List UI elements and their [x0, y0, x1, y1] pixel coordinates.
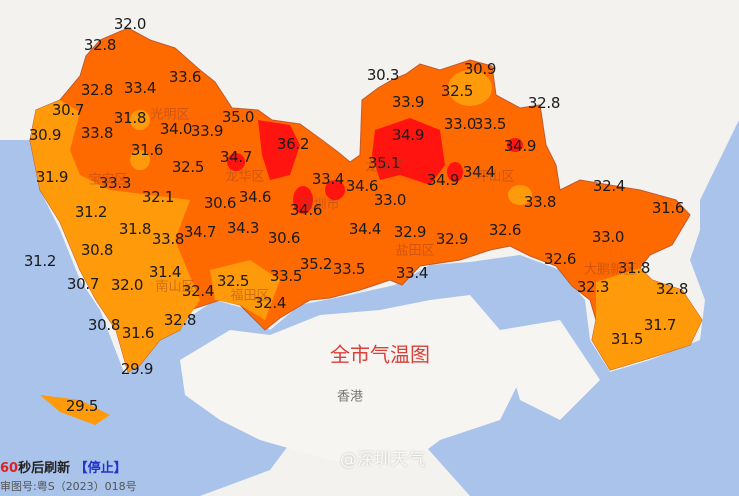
temperature-label: 31.8	[118, 220, 152, 238]
temperature-label: 32.6	[488, 221, 522, 239]
temperature-label: 32.5	[216, 272, 250, 290]
temperature-label: 29.9	[120, 360, 154, 378]
district-label: 盐田区	[395, 243, 435, 259]
temperature-label: 32.4	[253, 294, 287, 312]
refresh-text: 秒后刷新	[18, 461, 71, 476]
temperature-label: 33.3	[98, 174, 132, 192]
temperature-label: 33.4	[123, 79, 157, 97]
temperature-label: 35.2	[299, 255, 333, 273]
temperature-label: 33.6	[168, 68, 202, 86]
district-label: 深圳市	[300, 197, 340, 213]
temperature-label: 31.9	[35, 168, 69, 186]
temperature-label: 33.5	[269, 267, 303, 285]
district-label: 龙华区	[225, 169, 265, 185]
temperature-label: 30.9	[463, 60, 497, 78]
temperature-label: 34.7	[219, 148, 253, 166]
temperature-label: 33.0	[443, 115, 477, 133]
temperature-label: 32.9	[393, 223, 427, 241]
temperature-label: 30.9	[28, 126, 62, 144]
temperature-label: 34.9	[391, 126, 425, 144]
temperature-label: 33.8	[80, 124, 114, 142]
shenzhen-temperature-area	[29, 27, 703, 373]
district-label: 宝安区	[88, 172, 128, 188]
temperature-label: 33.0	[373, 191, 407, 209]
temperature-label: 34.6	[345, 177, 379, 195]
temperature-label: 31.5	[610, 330, 644, 348]
temperature-label: 30.8	[87, 316, 121, 334]
district-label: 福田区	[230, 288, 270, 304]
temperature-label: 30.8	[80, 241, 114, 259]
temperature-label: 34.6	[289, 201, 323, 219]
temperature-label: 31.6	[651, 199, 685, 217]
temperature-label: 32.8	[527, 94, 561, 112]
temperature-label: 32.0	[113, 15, 147, 33]
temperature-label: 36.2	[276, 135, 310, 153]
refresh-status: 60秒后刷新 【停止】	[0, 457, 127, 476]
stop-refresh-button[interactable]: 【停止】	[74, 461, 127, 476]
temperature-label: 31.2	[23, 252, 57, 270]
temperature-label: 32.5	[171, 158, 205, 176]
temperature-label: 32.4	[181, 282, 215, 300]
temperature-label: 35.1	[367, 154, 401, 172]
temperature-label: 33.4	[395, 264, 429, 282]
place-label-hongkong: 香港	[336, 389, 364, 405]
temperature-label: 34.9	[426, 171, 460, 189]
temperature-label: 33.0	[591, 228, 625, 246]
temperature-label: 34.3	[226, 219, 260, 237]
temperature-label: 31.2	[74, 203, 108, 221]
temperature-label: 34.4	[462, 163, 496, 181]
temperature-label: 34.9	[503, 137, 537, 155]
temperature-label: 33.9	[391, 93, 425, 111]
temperature-label: 34.6	[238, 188, 272, 206]
temperature-label: 32.8	[163, 311, 197, 329]
hong-kong-land	[40, 295, 600, 470]
map-approval-number: 审图号:粤S（2023）018号	[0, 480, 137, 493]
temperature-label: 32.1	[141, 188, 175, 206]
temperature-label: 31.4	[148, 263, 182, 281]
temperature-label: 33.8	[523, 193, 557, 211]
temperature-label: 32.9	[435, 230, 469, 248]
temperature-label: 30.6	[267, 229, 301, 247]
temperature-label: 31.6	[130, 141, 164, 159]
temperature-label: 34.0	[159, 120, 193, 138]
district-label: 龙岗区	[365, 159, 405, 175]
temperature-label: 32.3	[576, 278, 610, 296]
refresh-countdown: 60	[0, 461, 19, 476]
temperature-label: 32.0	[110, 276, 144, 294]
temperature-label: 30.3	[366, 66, 400, 84]
temperature-label: 30.6	[203, 194, 237, 212]
district-label: 光明区	[150, 107, 190, 123]
temperature-label: 33.4	[311, 170, 345, 188]
temperature-label: 33.5	[332, 260, 366, 278]
temperature-label: 33.8	[151, 230, 185, 248]
temperature-label: 32.8	[83, 36, 117, 54]
temperature-label: 34.7	[183, 223, 217, 241]
temperature-label: 31.8	[113, 109, 147, 127]
temperature-label: 31.8	[617, 259, 651, 277]
temperature-label: 33.9	[190, 122, 224, 140]
temperature-label: 30.7	[51, 101, 85, 119]
temperature-label: 34.4	[348, 220, 382, 238]
temperature-label: 32.4	[592, 177, 626, 195]
temperature-label: 32.8	[80, 81, 114, 99]
temperature-label: 30.7	[66, 275, 100, 293]
district-label: 大鹏新区	[583, 262, 637, 278]
temperature-label: 32.8	[655, 280, 689, 298]
district-label: 南山区	[155, 279, 195, 295]
temperature-label: 31.7	[643, 316, 677, 334]
temperature-label: 33.5	[473, 115, 507, 133]
watermark: @深圳天气	[340, 450, 425, 470]
temperature-label: 32.5	[440, 82, 474, 100]
map-title: 全市气温图	[330, 342, 430, 367]
temperature-label: 32.6	[543, 250, 577, 268]
temperature-label: 29.5	[65, 397, 99, 415]
temperature-label: 31.6	[121, 324, 155, 342]
district-label: 坪山区	[475, 169, 515, 185]
temperature-label: 35.0	[221, 108, 255, 126]
